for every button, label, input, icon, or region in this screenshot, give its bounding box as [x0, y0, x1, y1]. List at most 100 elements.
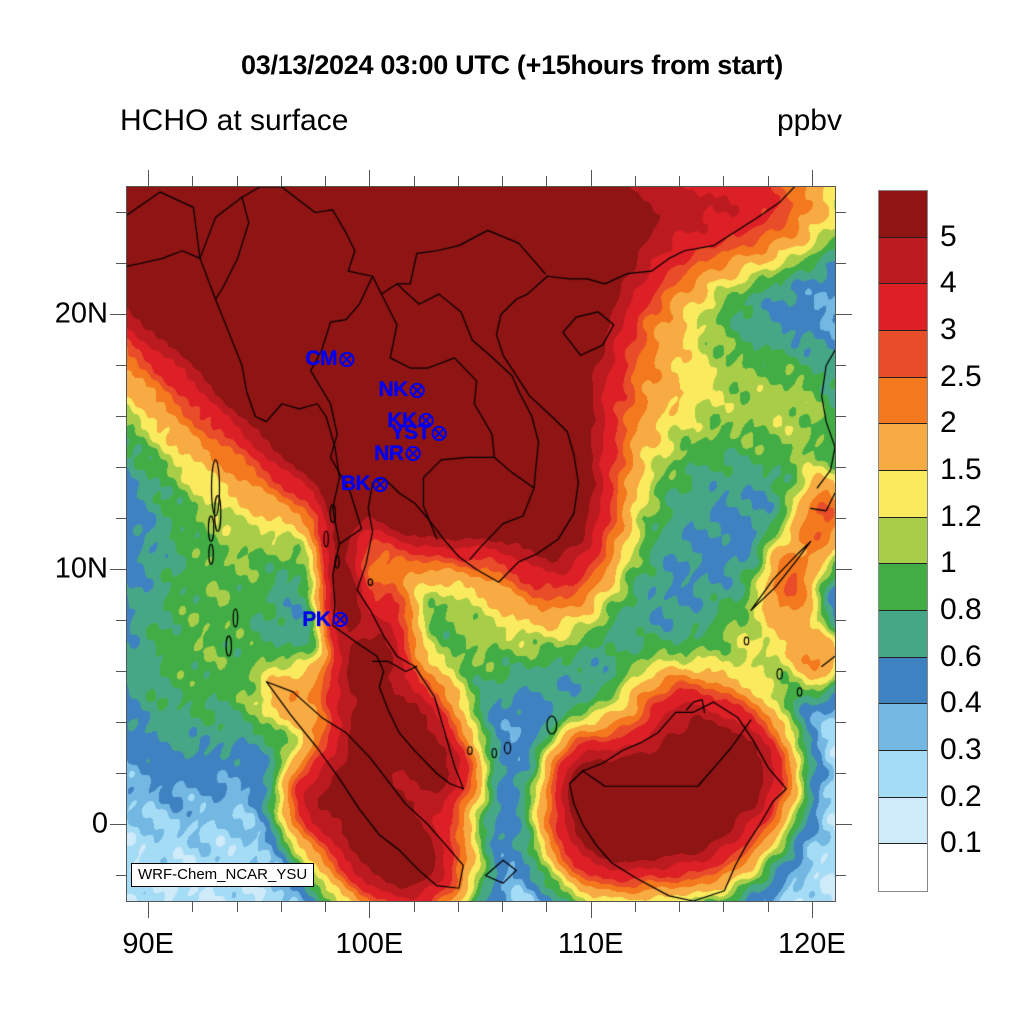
axis-tick-x — [590, 902, 592, 918]
axis-tick-y — [116, 415, 126, 417]
colorbar-band — [879, 191, 927, 238]
axis-tick-x — [723, 902, 725, 912]
axis-tick-x — [502, 176, 504, 186]
axis-tick-x — [148, 170, 150, 186]
y-axis-tick-label: 10N — [54, 552, 108, 584]
axis-tick-y — [110, 313, 126, 315]
model-watermark: WRF-Chem_NCAR_YSU — [131, 863, 315, 887]
colorbar-band — [879, 610, 927, 658]
axis-tick-x — [457, 902, 459, 912]
colorbar — [878, 190, 928, 892]
axis-tick-y — [836, 211, 846, 213]
axis-tick-x — [502, 902, 504, 912]
axis-tick-y — [116, 211, 126, 213]
axis-tick-x — [590, 170, 592, 186]
axis-tick-x — [280, 176, 282, 186]
hcho-contour-field — [127, 187, 835, 901]
axis-tick-y — [116, 874, 126, 876]
axis-tick-x — [325, 176, 327, 186]
axis-tick-x — [767, 902, 769, 912]
colorbar-tick-label: 0.6 — [940, 639, 982, 673]
colorbar-tick-label: 1 — [940, 546, 957, 580]
colorbar-band — [879, 564, 927, 611]
axis-tick-x — [679, 176, 681, 186]
axis-tick-x — [634, 902, 636, 912]
axis-tick-x — [546, 176, 548, 186]
axis-tick-x — [280, 902, 282, 912]
colorbar-tick-label: 1.2 — [940, 499, 982, 533]
colorbar-tick-label: 3 — [940, 313, 957, 346]
axis-tick-x — [236, 176, 238, 186]
y-axis-tick-label: 0 — [91, 807, 108, 839]
axis-tick-y — [836, 466, 846, 468]
colorbar-band — [879, 704, 927, 751]
page-title: 03/13/2024 03:00 UTC (+15hours from star… — [241, 50, 783, 80]
x-axis-tick-label: 90E — [122, 928, 174, 960]
axis-tick-x — [546, 902, 548, 912]
axis-tick-y — [836, 619, 846, 621]
colorbar-tick-label: 0.4 — [940, 686, 982, 720]
axis-tick-y — [116, 670, 126, 672]
axis-tick-x — [236, 902, 238, 912]
colorbar-band — [879, 657, 927, 705]
axis-tick-x — [413, 176, 415, 186]
axis-tick-y — [836, 262, 846, 264]
colorbar-tick-label: 0.1 — [940, 826, 982, 860]
colorbar-tick-label: 4 — [940, 266, 957, 300]
colorbar-band — [879, 424, 927, 471]
axis-tick-y — [116, 517, 126, 519]
x-axis-tick-label: 100E — [335, 928, 404, 960]
x-axis-tick-label: 120E — [778, 928, 846, 960]
axis-tick-y — [110, 823, 126, 825]
colorbar-tick-label: 0.8 — [940, 593, 982, 626]
axis-tick-x — [811, 170, 813, 186]
colorbar-band — [879, 377, 927, 425]
axis-tick-y — [836, 568, 852, 570]
axis-tick-x — [767, 176, 769, 186]
map-plot-area: WRF-Chem_NCAR_YSU — [126, 186, 836, 902]
colorbar-band — [879, 844, 927, 891]
colorbar-tick-label: 0.3 — [940, 733, 982, 766]
colorbar-band — [879, 330, 927, 378]
colorbar-band — [879, 284, 927, 331]
axis-tick-x — [679, 902, 681, 912]
axis-tick-y — [836, 415, 846, 417]
axis-tick-y — [836, 772, 846, 774]
axis-tick-y — [836, 364, 846, 366]
axis-tick-y — [836, 670, 846, 672]
axis-tick-y — [836, 874, 846, 876]
colorbar-tick-label: 0.2 — [940, 779, 982, 813]
axis-tick-y — [836, 313, 852, 315]
axis-tick-x — [457, 176, 459, 186]
axis-tick-y — [836, 721, 846, 723]
y-axis-tick-label: 20N — [54, 297, 108, 329]
axis-tick-y — [110, 568, 126, 570]
axis-tick-y — [116, 721, 126, 723]
field-label: HCHO at surface — [120, 104, 349, 137]
axis-tick-x — [369, 902, 371, 918]
units-label: ppbv — [776, 104, 842, 137]
axis-tick-y — [116, 466, 126, 468]
colorbar-tick-label: 1.5 — [940, 453, 982, 486]
colorbar-tick-label: 5 — [940, 219, 957, 253]
axis-tick-x — [413, 902, 415, 912]
colorbar-tick-label: 2.5 — [940, 359, 982, 393]
axis-tick-y — [116, 262, 126, 264]
axis-tick-x — [325, 902, 327, 912]
axis-tick-x — [192, 902, 194, 912]
axis-tick-x — [369, 170, 371, 186]
colorbar-band — [879, 237, 927, 285]
axis-tick-x — [192, 176, 194, 186]
axis-tick-y — [836, 517, 846, 519]
colorbar-band — [879, 470, 927, 518]
colorbar-band — [879, 797, 927, 845]
axis-tick-x — [148, 902, 150, 918]
axis-tick-y — [116, 772, 126, 774]
axis-tick-x — [634, 176, 636, 186]
axis-tick-y — [116, 364, 126, 366]
axis-tick-y — [836, 823, 852, 825]
axis-tick-y — [116, 619, 126, 621]
colorbar-tick-label: 2 — [940, 406, 957, 440]
axis-tick-x — [811, 902, 813, 918]
